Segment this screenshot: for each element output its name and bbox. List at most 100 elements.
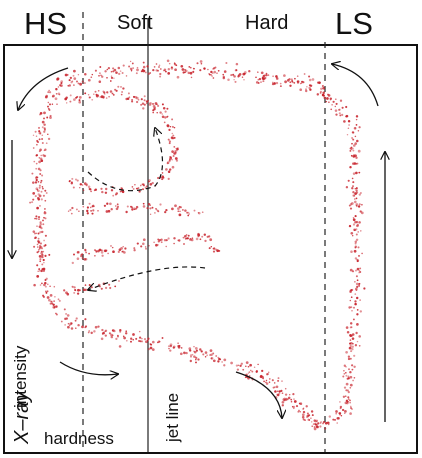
- track-point: [351, 142, 353, 145]
- track-point: [352, 185, 354, 187]
- track-point: [348, 368, 350, 371]
- track-point: [84, 318, 87, 321]
- track-point: [328, 101, 330, 103]
- track-point: [72, 253, 76, 256]
- track-point: [164, 211, 167, 214]
- track-point: [80, 254, 83, 258]
- track-point: [169, 168, 172, 171]
- track-point: [140, 104, 142, 106]
- track-point: [308, 84, 312, 87]
- track-point: [335, 113, 338, 116]
- track-point: [308, 419, 311, 421]
- track-point: [350, 350, 353, 353]
- track-point: [354, 293, 357, 295]
- track-point: [128, 65, 131, 68]
- track-point: [78, 210, 80, 212]
- track-point: [60, 82, 63, 85]
- track-point: [191, 237, 194, 239]
- track-point: [334, 418, 336, 421]
- track-point: [134, 184, 136, 186]
- track-point: [148, 244, 150, 247]
- track-point: [41, 282, 43, 285]
- track-point: [36, 206, 39, 210]
- track-point: [195, 358, 197, 361]
- track-point: [351, 408, 353, 410]
- track-point: [294, 77, 296, 80]
- track-point: [115, 337, 118, 341]
- track-point: [247, 365, 250, 368]
- track-point: [163, 121, 166, 124]
- track-point: [302, 410, 306, 414]
- track-point: [44, 234, 47, 237]
- track-point: [104, 191, 108, 195]
- track-point: [222, 74, 224, 76]
- track-point: [355, 282, 359, 286]
- track-point: [49, 285, 51, 287]
- track-point: [296, 75, 299, 77]
- track-point: [98, 248, 102, 252]
- track-point: [237, 74, 240, 77]
- track-point: [227, 78, 230, 81]
- track-point: [199, 238, 202, 241]
- track-point: [100, 337, 104, 341]
- track-point: [332, 100, 335, 103]
- track-point: [36, 275, 40, 278]
- track-point: [351, 270, 355, 273]
- track-point: [354, 240, 358, 244]
- track-point: [121, 250, 125, 253]
- track-point: [348, 204, 351, 207]
- track-point: [291, 81, 294, 84]
- track-point: [112, 67, 115, 70]
- track-point: [217, 360, 220, 363]
- track-point: [101, 190, 104, 194]
- track-point: [147, 348, 150, 351]
- track-point: [72, 186, 75, 189]
- track-point: [46, 296, 50, 299]
- track-point: [356, 323, 359, 326]
- track-point: [70, 212, 73, 215]
- track-point: [43, 216, 45, 219]
- track-point: [82, 288, 86, 292]
- track-point: [274, 390, 277, 393]
- track-point: [100, 187, 103, 190]
- track-point: [278, 391, 281, 393]
- track-point: [118, 280, 120, 282]
- track-point: [350, 231, 354, 235]
- track-point: [350, 148, 353, 151]
- track-point: [195, 237, 199, 241]
- track-point: [316, 422, 320, 425]
- track-point: [100, 251, 104, 254]
- track-point: [284, 80, 287, 84]
- track-point: [199, 348, 202, 351]
- track-point: [181, 68, 185, 71]
- track-point: [355, 124, 358, 126]
- track-point: [132, 95, 136, 98]
- track-point: [143, 95, 146, 98]
- track-point: [75, 327, 77, 330]
- track-point: [140, 245, 143, 248]
- track-point: [178, 205, 181, 208]
- track-point: [204, 239, 207, 243]
- track-point: [161, 178, 164, 181]
- track-point: [308, 414, 311, 417]
- track-point: [167, 170, 171, 174]
- track-point: [79, 82, 82, 86]
- track-point: [37, 248, 40, 251]
- track-point: [84, 82, 86, 84]
- track-point: [173, 242, 175, 245]
- track-point: [151, 348, 155, 351]
- track-point: [110, 245, 112, 247]
- track-point: [197, 235, 200, 238]
- track-point: [354, 302, 357, 306]
- track-point: [268, 378, 271, 380]
- track-point: [196, 62, 199, 65]
- track-point: [354, 200, 357, 204]
- track-point: [191, 353, 194, 356]
- track-point: [87, 78, 91, 82]
- track-point: [57, 92, 61, 96]
- track-point: [210, 357, 214, 360]
- track-point: [145, 100, 148, 103]
- track-point: [187, 214, 190, 217]
- track-point: [149, 207, 152, 210]
- track-point: [348, 224, 352, 228]
